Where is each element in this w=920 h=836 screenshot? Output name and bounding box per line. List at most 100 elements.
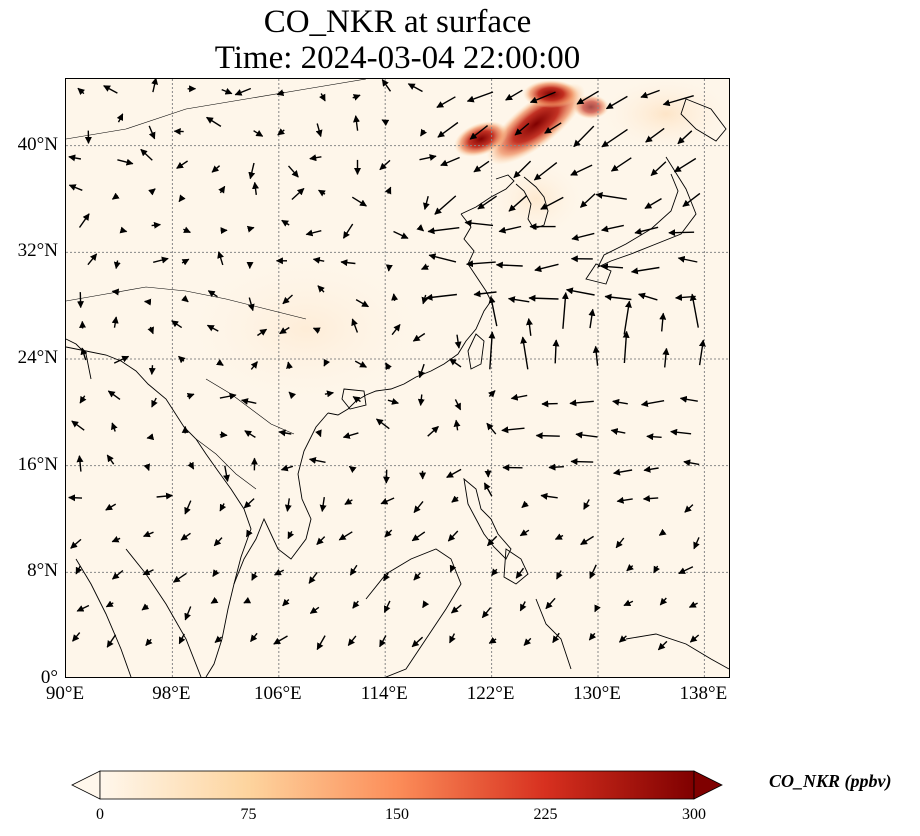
wind-arrow [381, 119, 390, 126]
wind-arrow [689, 634, 700, 643]
wind-arrow [151, 397, 158, 408]
wind-arrow [351, 196, 367, 207]
wind-arrow [411, 531, 426, 542]
wind-arrow [212, 569, 220, 577]
wind-arrow [113, 355, 130, 364]
wind-arrow [319, 496, 327, 512]
wind-arrow [450, 604, 462, 614]
wind-arrow [312, 327, 321, 334]
wind-arrow [583, 499, 590, 510]
colorbar-tick-label: 75 [240, 806, 257, 823]
wind-arrow [352, 600, 360, 609]
wind-arrow [650, 161, 667, 177]
wind-arrow [273, 568, 285, 576]
wind-arrow [106, 454, 115, 465]
wind-arrow [148, 125, 156, 140]
wind-arrow [507, 296, 530, 304]
wind-arrow [76, 604, 90, 612]
wind-arrow [248, 162, 256, 180]
wind-arrow [75, 565, 83, 575]
wind-arrow [491, 568, 499, 577]
colorbar-tick-label: 225 [533, 806, 558, 823]
wind-arrow [483, 482, 493, 497]
wind-arrow [352, 94, 361, 101]
wind-arrow [592, 345, 600, 366]
wind-arrow [278, 429, 292, 437]
wind-arrow [678, 566, 694, 575]
wind-arrow [308, 571, 318, 584]
wind-arrow [348, 465, 357, 473]
wind-arrow [427, 425, 439, 437]
wind-arrow [505, 89, 523, 101]
wind-arrow [144, 298, 152, 306]
wind-arrow [385, 264, 393, 272]
wind-arrow [176, 160, 188, 169]
wind-arrow [679, 395, 698, 403]
wind-arrow [645, 127, 665, 143]
wind-arrow [684, 504, 694, 513]
wind-arrow [588, 308, 596, 329]
wind-arrow [658, 528, 667, 536]
wind-arrow [422, 600, 430, 609]
wind-arrow [381, 79, 392, 92]
wind-arrow [600, 263, 624, 271]
wind-arrow [105, 503, 117, 511]
wind-arrow [646, 433, 662, 441]
wind-arrow [245, 529, 253, 538]
wind-arrow [540, 492, 558, 500]
wind-arrow [279, 326, 290, 335]
wind-arrow [623, 599, 634, 607]
wind-arrow [407, 83, 423, 93]
wind-arrow [488, 636, 497, 644]
wind-arrow [384, 186, 392, 195]
wind-arrow [380, 497, 395, 505]
wind-arrow [533, 162, 558, 181]
wind-arrow [573, 125, 595, 148]
haze-region [176, 249, 436, 409]
wind-arrow [387, 398, 399, 405]
wind-arrow [178, 194, 186, 203]
wind-arrow [219, 431, 228, 439]
y-tick-label: 32°N [17, 240, 58, 262]
wind-arrow [622, 330, 630, 364]
wind-arrow [601, 224, 624, 233]
wind-arrow [206, 324, 219, 332]
wind-arrow [488, 331, 496, 370]
colorbar-gradient [99, 770, 695, 800]
wind-arrow [111, 569, 124, 580]
y-tick-label: 40°N [17, 133, 58, 155]
wind-arrow [218, 185, 226, 194]
wind-arrow [422, 196, 430, 210]
wind-arrow [241, 398, 257, 405]
wind-arrow [250, 632, 258, 643]
wind-arrow [449, 633, 456, 644]
x-tick-label: 122°E [466, 683, 515, 704]
wind-arrow [638, 292, 658, 301]
wind-arrow [219, 392, 237, 400]
wind-arrow [440, 156, 460, 167]
wind-arrow [454, 399, 462, 411]
wind-arrow [520, 336, 529, 370]
wind-arrow [105, 600, 114, 608]
wind-arrow [640, 400, 665, 408]
colorbar-label: CO_NKR (ppbv) [769, 771, 892, 791]
wind-arrow [677, 255, 698, 263]
wind-arrow [288, 391, 297, 400]
wind-arrow [287, 165, 299, 178]
wind-arrow [340, 259, 356, 267]
wind-arrow [316, 635, 326, 651]
y-tick-label: 24°N [17, 347, 58, 368]
wind-arrow [87, 253, 98, 266]
wind-arrow [425, 293, 457, 301]
wind-arrow [68, 494, 83, 502]
wind-arrow [659, 312, 667, 332]
wind-arrow [693, 537, 700, 550]
wind-arrow [338, 531, 353, 541]
wind-arrow [513, 160, 532, 179]
wind-arrow [246, 225, 255, 233]
wind-arrow [615, 537, 625, 549]
wind-arrow [253, 129, 264, 137]
wind-arrow [257, 328, 268, 337]
colorbar-extend-low [71, 770, 101, 800]
wind-arrow [347, 635, 357, 646]
